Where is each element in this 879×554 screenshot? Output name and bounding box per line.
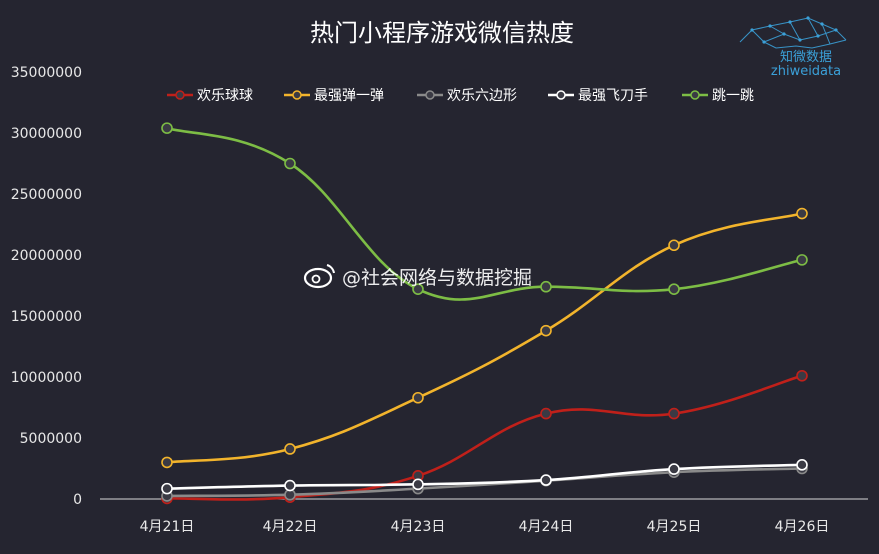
- data-point: [796, 459, 808, 471]
- legend: 欢乐球球 最强弹一弹 欢乐六边形 最强飞刀手 跳一跳: [167, 88, 754, 104]
- legend-item: 最强弹一弹: [284, 88, 384, 104]
- series-line: [166, 126, 803, 301]
- data-point: [668, 283, 680, 295]
- legend-swatch-marker: [292, 90, 302, 100]
- legend-item: 最强飞刀手: [548, 88, 648, 104]
- legend-label: 欢乐六边形: [447, 88, 517, 104]
- legend-item: 欢乐六边形: [417, 88, 517, 104]
- y-tick-label: 10000000: [11, 370, 82, 386]
- x-tick-label: 4月26日: [775, 519, 830, 535]
- zhiweidata-logo: 知微数据 zhiweidata: [739, 16, 847, 79]
- legend-item: 跳一跳: [682, 88, 754, 104]
- data-point: [668, 239, 680, 252]
- x-axis: 4月21日 4月22日 4月23日 4月24日 4月25日 4月26日: [100, 498, 868, 535]
- x-tick-label: 4月25日: [647, 519, 702, 535]
- y-tick-label: 5000000: [20, 431, 82, 447]
- data-point: [796, 369, 808, 382]
- data-point: [796, 207, 808, 220]
- data-point: [161, 122, 173, 134]
- series-layer: [161, 122, 808, 505]
- data-point: [540, 474, 552, 486]
- data-point: [161, 456, 173, 469]
- x-tick-label: 4月23日: [391, 519, 446, 535]
- y-tick-label: 35000000: [11, 65, 82, 81]
- series-line: [166, 463, 803, 490]
- legend-label: 最强飞刀手: [578, 88, 648, 104]
- weibo-icon: [303, 264, 335, 289]
- data-point: [668, 463, 680, 475]
- data-point: [161, 482, 173, 495]
- y-tick-label: 15000000: [11, 309, 82, 325]
- logo-text-cn: 知微数据: [780, 49, 832, 65]
- x-tick-label: 4月24日: [519, 519, 574, 535]
- series-line: [166, 212, 803, 464]
- logo-text-en: zhiweidata: [771, 64, 841, 79]
- y-tick-label: 20000000: [11, 248, 82, 264]
- legend-label: 跳一跳: [712, 88, 754, 104]
- watermark-text: @社会网络与数据挖掘: [342, 267, 532, 289]
- legend-label: 欢乐球球: [197, 88, 253, 104]
- data-point: [284, 157, 296, 170]
- y-tick-label: 25000000: [11, 187, 82, 203]
- series-5: [161, 122, 808, 301]
- series-2: [161, 207, 808, 469]
- y-tick-label: 30000000: [11, 126, 82, 142]
- data-point: [284, 479, 296, 492]
- data-point: [668, 407, 680, 420]
- weibo-watermark: @社会网络与数据挖掘: [303, 264, 532, 289]
- series-4: [161, 459, 808, 495]
- legend-swatch-marker: [175, 90, 185, 100]
- data-point: [796, 254, 808, 266]
- series-line: [166, 467, 803, 498]
- legend-swatch-marker: [425, 90, 435, 100]
- legend-swatch-marker: [690, 90, 700, 100]
- data-point: [540, 324, 552, 337]
- data-point: [284, 443, 296, 455]
- data-point: [412, 478, 424, 491]
- data-point: [540, 280, 552, 293]
- x-tick-label: 4月22日: [263, 519, 318, 535]
- legend-item: 欢乐球球: [167, 88, 253, 104]
- data-point: [412, 283, 424, 295]
- data-point: [412, 391, 424, 404]
- series-line: [166, 374, 803, 501]
- data-point: [540, 407, 552, 420]
- y-axis: 0 5000000 10000000 15000000 20000000 25000000…: [11, 65, 82, 508]
- legend-swatch-marker: [556, 90, 566, 100]
- legend-label: 最强弹一弹: [314, 88, 384, 104]
- chart-title: 热门小程序游戏微信热度: [310, 19, 574, 47]
- x-tick-label: 4月21日: [140, 519, 195, 535]
- y-tick-label: 0: [73, 492, 82, 508]
